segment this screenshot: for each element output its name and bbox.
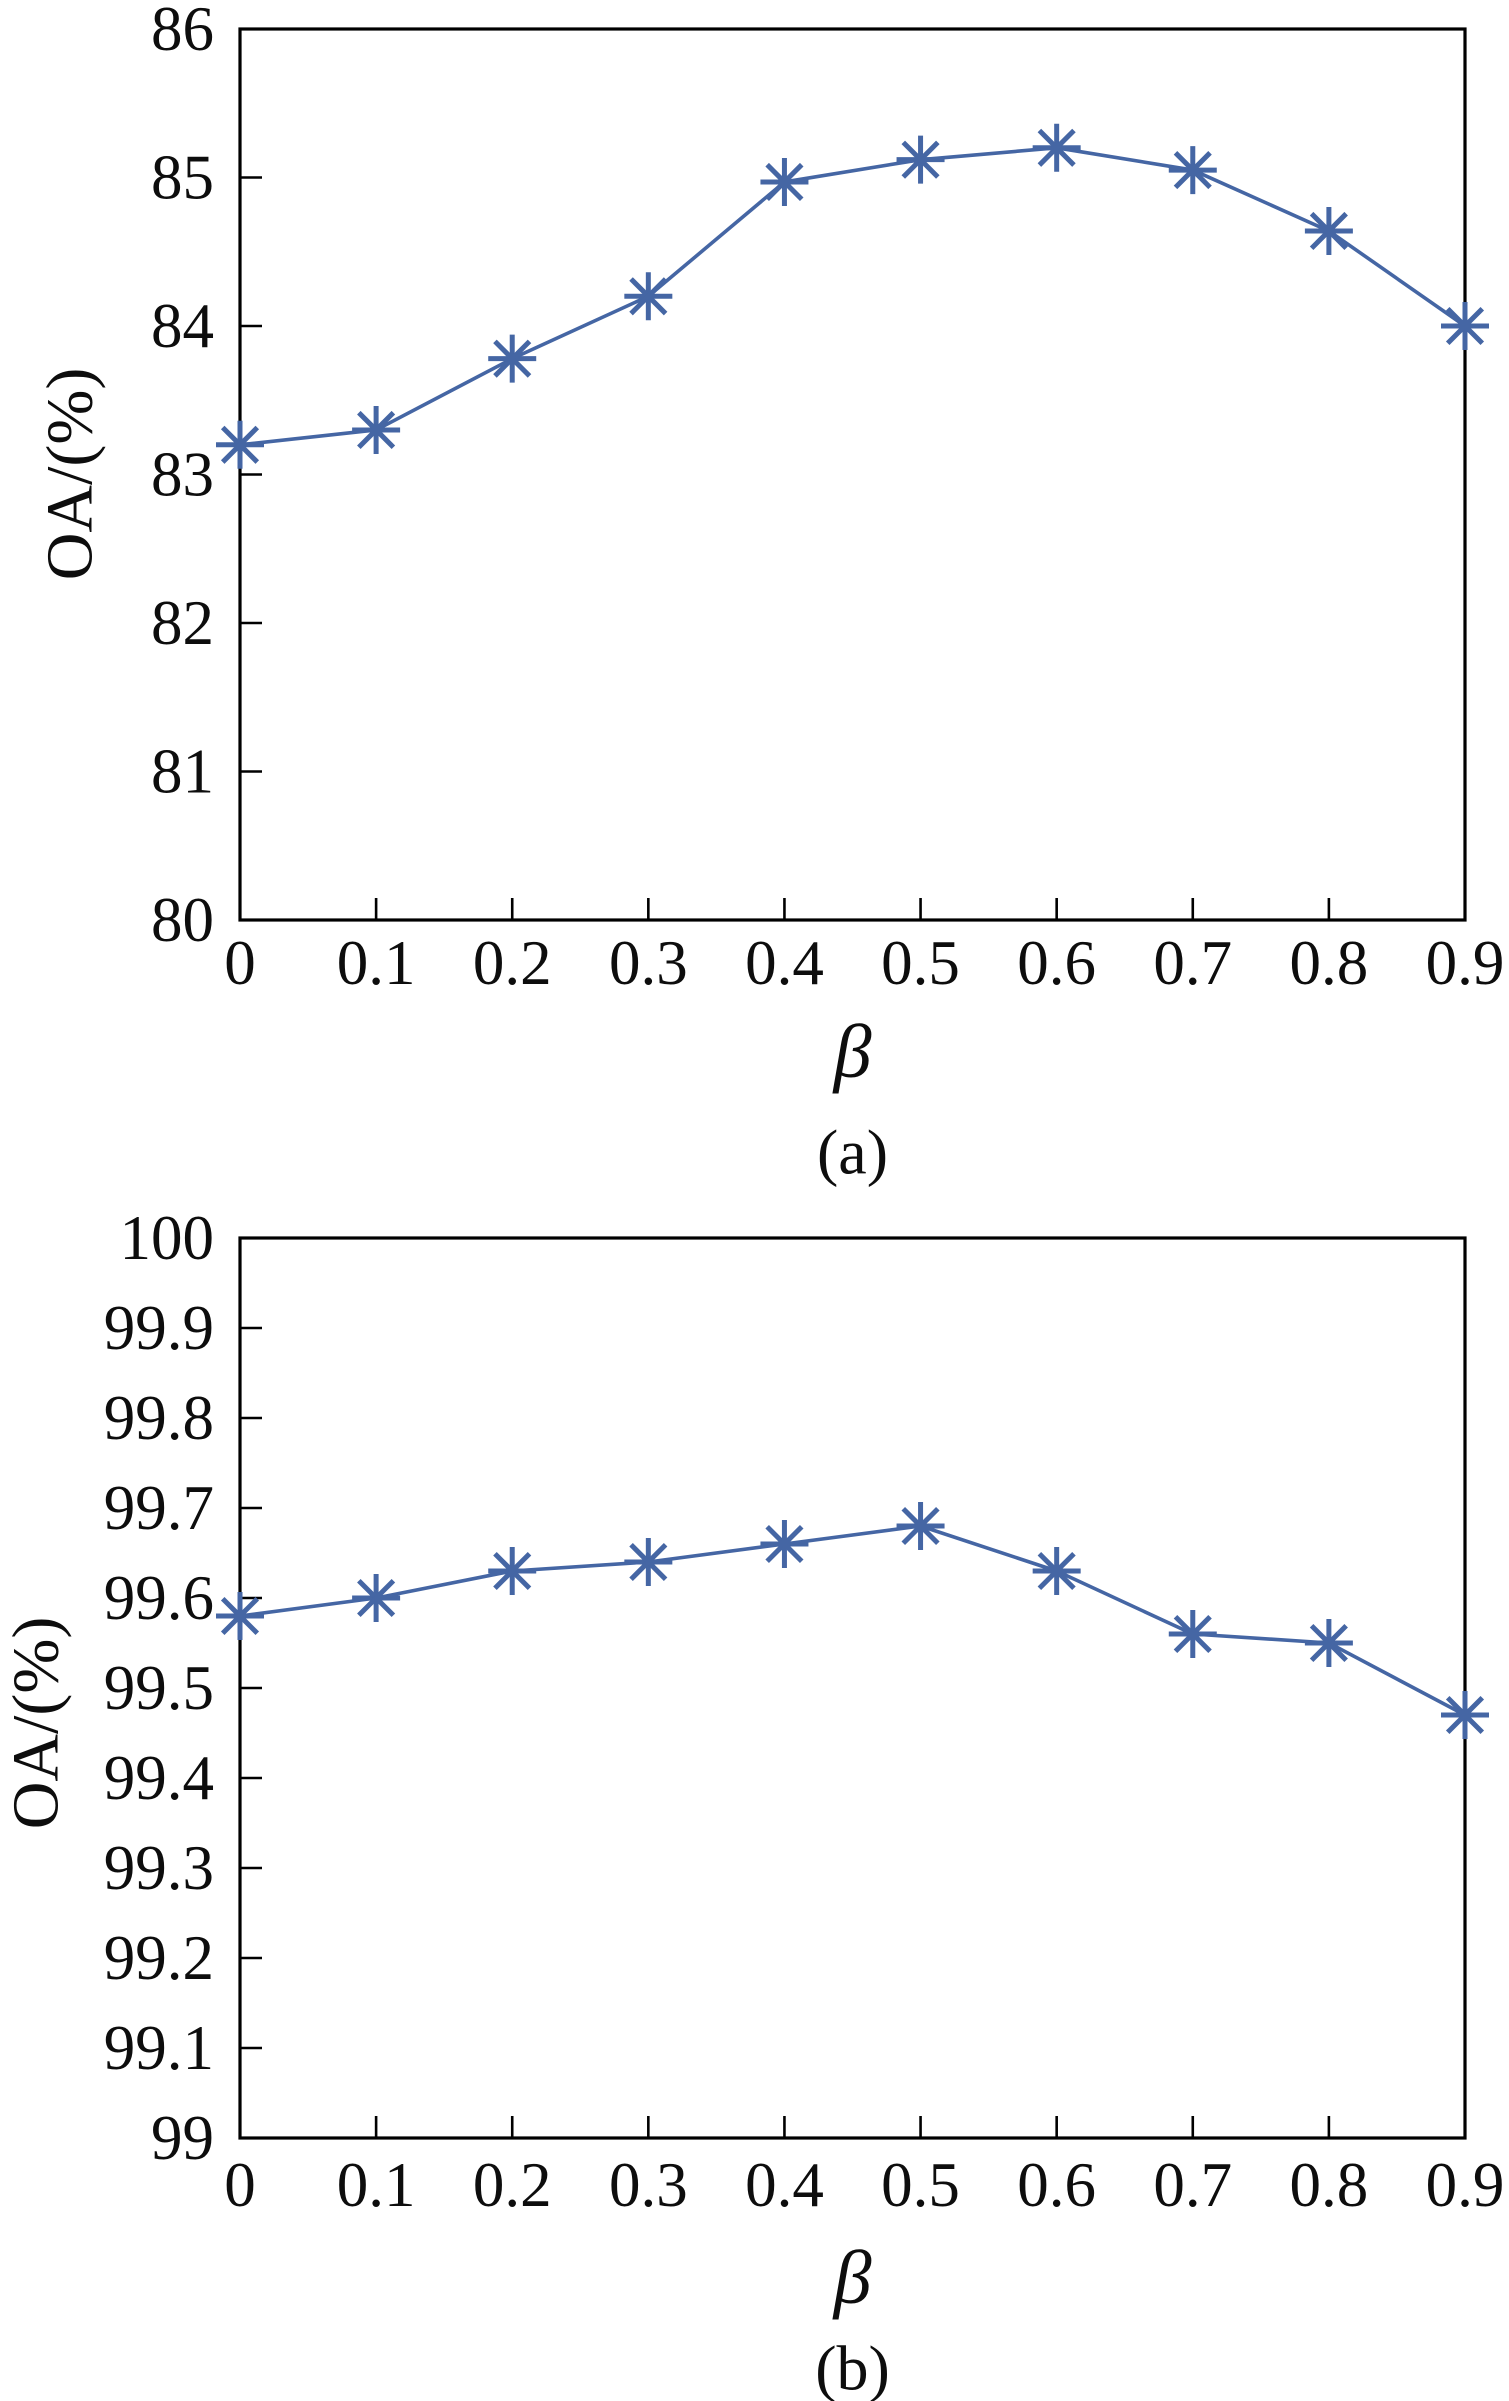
x-tick-label: 0.6: [1017, 928, 1096, 998]
x-tick-label: 0.3: [609, 2150, 688, 2220]
y-tick-label: 99: [151, 2103, 214, 2173]
y-tick-label: 100: [120, 1203, 215, 1273]
data-point-marker: [352, 405, 401, 454]
plot-border: [238, 27, 1467, 922]
subplot-caption: (a): [817, 1117, 888, 1188]
y-tick-label: 99.6: [104, 1563, 214, 1633]
y-tick-label: 85: [151, 143, 214, 213]
x-axis-title-beta: β: [832, 2236, 872, 2320]
y-tick-label: 82: [151, 588, 214, 658]
x-tick-label: 0.7: [1153, 2150, 1232, 2220]
y-tick-label: 99.5: [104, 1653, 214, 1723]
x-tick-label: 0.4: [745, 928, 824, 998]
x-tick-label: 0.5: [881, 928, 960, 998]
x-tick-label: 0.8: [1290, 928, 1369, 998]
y-tick-label: 99.4: [104, 1743, 214, 1813]
data-point-marker: [216, 420, 264, 469]
data-point-marker: [488, 334, 537, 383]
series-line: [239, 1524, 1466, 1717]
y-tick-label: 84: [151, 291, 214, 361]
y-tick-label: 99.3: [104, 1833, 214, 1903]
x-tick-label: 0.9: [1426, 928, 1505, 998]
data-point-marker: [896, 135, 945, 184]
x-tick-label: 0.2: [473, 928, 552, 998]
x-tick-label: 0.2: [473, 2150, 552, 2220]
x-tick-label: 0: [224, 928, 256, 998]
data-point-marker: [488, 1547, 537, 1595]
data-point-marker: [1441, 1691, 1489, 1739]
data-point-marker: [624, 1538, 673, 1586]
y-axis-title: OA/(%): [0, 1617, 73, 1830]
x-tick-label: 0: [224, 2150, 256, 2220]
x-tick-label: 0.8: [1290, 2150, 1369, 2220]
data-point-marker: [1168, 1610, 1217, 1658]
y-tick-label: 99.2: [104, 1923, 214, 1993]
y-tick-label: 99.1: [104, 2013, 214, 2083]
x-tick-label: 0.9: [1426, 2150, 1505, 2220]
y-tick-label: 99.9: [104, 1293, 214, 1363]
chart-a: 80 81 82 83 84 85 86 0 0.1 0.2 0.3 0.4 0.5 0.6 0.7 0.8 0…: [34, 0, 1505, 1188]
data-point-marker: [1441, 302, 1489, 350]
series-line: [239, 146, 1467, 447]
data-point-marker: [352, 1574, 401, 1622]
x-tick-label: 0.3: [609, 928, 688, 998]
y-tick-label: 81: [151, 737, 214, 807]
data-point-marker: [216, 1592, 264, 1640]
y-tick-label: 86: [151, 0, 214, 64]
y-tick-label: 99.8: [104, 1383, 214, 1453]
data-point-marker: [1032, 123, 1081, 172]
subplot-caption: (b): [815, 2333, 890, 2401]
y-axis-title: OA/(%): [34, 368, 107, 581]
data-point-marker: [760, 1520, 809, 1568]
x-tick-label: 0.6: [1017, 2150, 1096, 2220]
data-point-marker: [896, 1502, 945, 1550]
x-tick-label: 0.7: [1153, 928, 1232, 998]
x-tick-label: 0.1: [337, 928, 416, 998]
x-axis-title-beta: β: [832, 1010, 872, 1094]
y-tick-label: 99.7: [104, 1473, 214, 1543]
x-tick-label: 0.4: [745, 2150, 824, 2220]
data-point-marker: [1304, 206, 1353, 255]
chart-b: 99 99.1 99.2 99.3 99.4 99.5 99.6 99.7 99.8 99.9 10…: [0, 1203, 1505, 2401]
data-point-marker: [1032, 1547, 1081, 1595]
data-point-marker: [760, 157, 809, 206]
data-point-marker: [624, 272, 673, 321]
y-tick-label: 83: [151, 440, 214, 510]
data-point-marker: [1304, 1619, 1353, 1667]
data-point-marker: [1168, 146, 1217, 195]
x-tick-label: 0.1: [337, 2150, 416, 2220]
y-tick-label: 80: [151, 885, 214, 955]
plot-border: [238, 1236, 1467, 2140]
x-tick-label: 0.5: [881, 2150, 960, 2220]
